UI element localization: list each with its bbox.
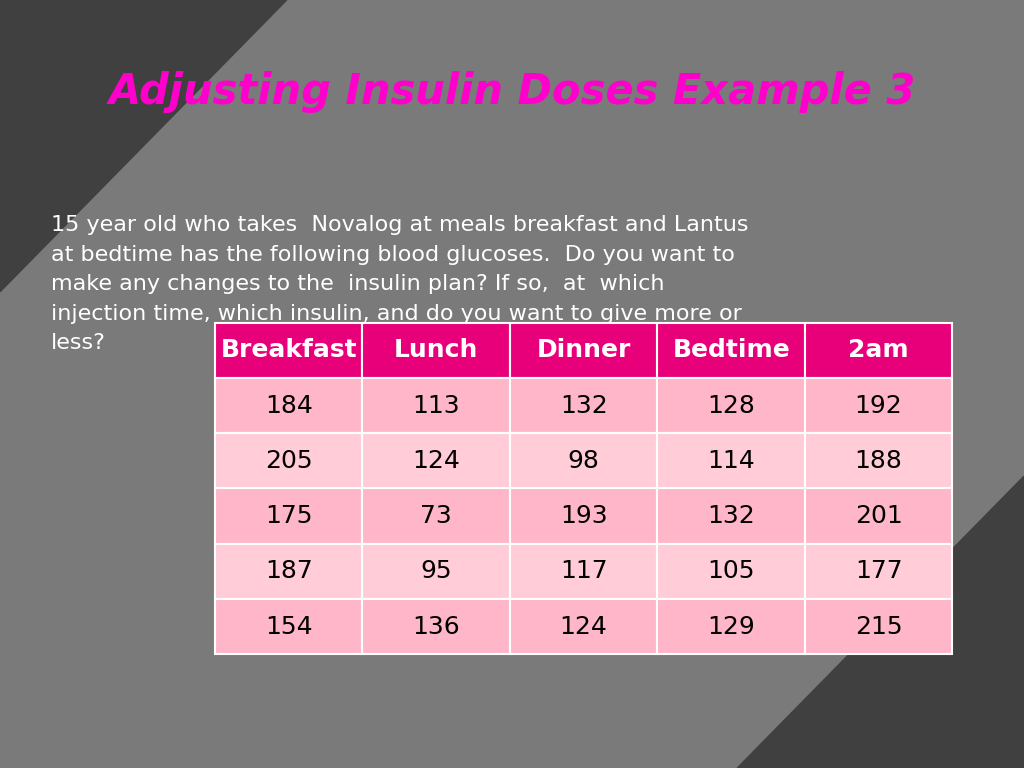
- Text: 113: 113: [413, 393, 460, 418]
- Text: 95: 95: [421, 559, 452, 584]
- Text: 184: 184: [265, 393, 312, 418]
- Text: 201: 201: [855, 504, 902, 528]
- Text: 175: 175: [265, 504, 312, 528]
- Text: Breakfast: Breakfast: [220, 338, 357, 362]
- Text: 15 year old who takes  Novalog at meals breakfast and Lantus
at bedtime has the : 15 year old who takes Novalog at meals b…: [51, 215, 749, 353]
- Text: 136: 136: [413, 614, 460, 639]
- Text: Adjusting Insulin Doses Example 3: Adjusting Insulin Doses Example 3: [109, 71, 915, 113]
- Text: 124: 124: [413, 449, 460, 473]
- Text: 132: 132: [708, 504, 755, 528]
- Text: 177: 177: [855, 559, 902, 584]
- Text: Bedtime: Bedtime: [673, 338, 790, 362]
- Text: 187: 187: [265, 559, 312, 584]
- Text: 132: 132: [560, 393, 607, 418]
- Text: 193: 193: [560, 504, 607, 528]
- Text: 2am: 2am: [848, 338, 909, 362]
- Text: 154: 154: [265, 614, 312, 639]
- Text: 205: 205: [265, 449, 312, 473]
- Text: Dinner: Dinner: [537, 338, 631, 362]
- Text: 128: 128: [708, 393, 755, 418]
- Text: 114: 114: [708, 449, 755, 473]
- Text: 188: 188: [855, 449, 902, 473]
- Text: 215: 215: [855, 614, 902, 639]
- Text: 124: 124: [560, 614, 607, 639]
- Text: Lunch: Lunch: [394, 338, 478, 362]
- Text: 117: 117: [560, 559, 607, 584]
- Text: 192: 192: [855, 393, 902, 418]
- Text: 105: 105: [708, 559, 755, 584]
- Text: 129: 129: [708, 614, 755, 639]
- Text: 98: 98: [567, 449, 600, 473]
- Text: 73: 73: [420, 504, 453, 528]
